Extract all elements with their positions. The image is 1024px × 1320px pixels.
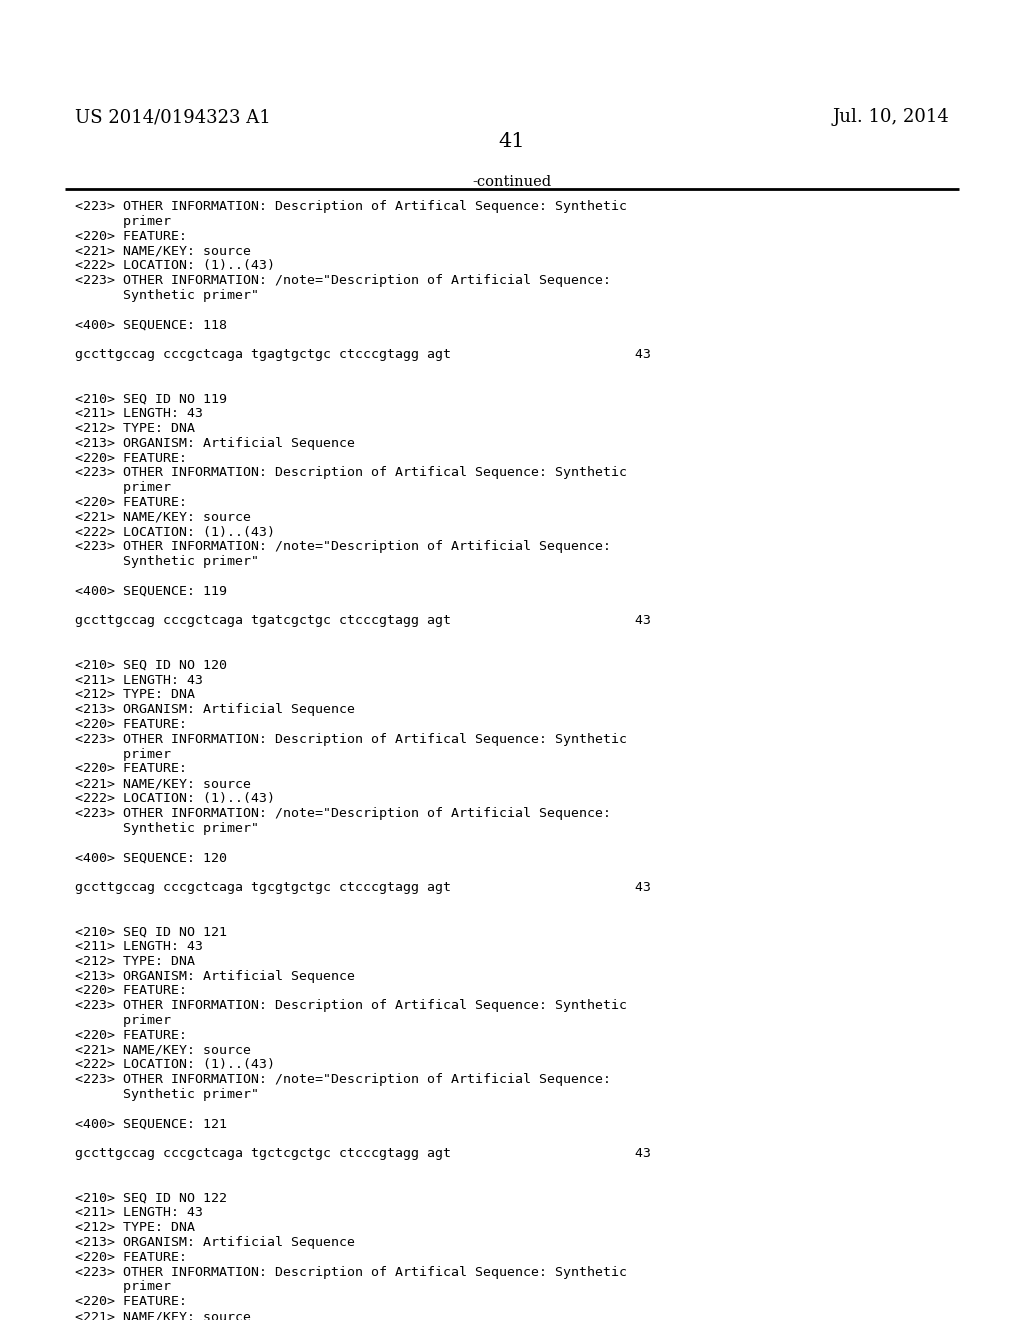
- Text: Synthetic primer": Synthetic primer": [75, 1088, 259, 1101]
- Text: <213> ORGANISM: Artificial Sequence: <213> ORGANISM: Artificial Sequence: [75, 970, 355, 982]
- Text: <221> NAME/KEY: source: <221> NAME/KEY: source: [75, 1309, 251, 1320]
- Text: 41: 41: [499, 132, 525, 150]
- Text: Synthetic primer": Synthetic primer": [75, 821, 259, 834]
- Text: <212> TYPE: DNA: <212> TYPE: DNA: [75, 1221, 195, 1234]
- Text: <400> SEQUENCE: 121: <400> SEQUENCE: 121: [75, 1118, 227, 1131]
- Text: <223> OTHER INFORMATION: Description of Artifical Sequence: Synthetic: <223> OTHER INFORMATION: Description of …: [75, 1266, 627, 1279]
- Text: <222> LOCATION: (1)..(43): <222> LOCATION: (1)..(43): [75, 259, 275, 272]
- Text: <212> TYPE: DNA: <212> TYPE: DNA: [75, 954, 195, 968]
- Text: <211> LENGTH: 43: <211> LENGTH: 43: [75, 940, 203, 953]
- Text: <210> SEQ ID NO 119: <210> SEQ ID NO 119: [75, 392, 227, 405]
- Text: <400> SEQUENCE: 120: <400> SEQUENCE: 120: [75, 851, 227, 865]
- Text: <223> OTHER INFORMATION: /note="Description of Artificial Sequence:: <223> OTHER INFORMATION: /note="Descript…: [75, 275, 611, 286]
- Text: gccttgccag cccgctcaga tgctcgctgc ctcccgtagg agt                       43: gccttgccag cccgctcaga tgctcgctgc ctcccgt…: [75, 1147, 651, 1160]
- Text: <210> SEQ ID NO 121: <210> SEQ ID NO 121: [75, 925, 227, 939]
- Text: gccttgccag cccgctcaga tgcgtgctgc ctcccgtagg agt                       43: gccttgccag cccgctcaga tgcgtgctgc ctcccgt…: [75, 880, 651, 894]
- Text: <220> FEATURE:: <220> FEATURE:: [75, 985, 187, 998]
- Text: <221> NAME/KEY: source: <221> NAME/KEY: source: [75, 777, 251, 791]
- Text: <220> FEATURE:: <220> FEATURE:: [75, 718, 187, 731]
- Text: <222> LOCATION: (1)..(43): <222> LOCATION: (1)..(43): [75, 1059, 275, 1072]
- Text: <213> ORGANISM: Artificial Sequence: <213> ORGANISM: Artificial Sequence: [75, 1236, 355, 1249]
- Text: <220> FEATURE:: <220> FEATURE:: [75, 763, 187, 775]
- Text: <400> SEQUENCE: 118: <400> SEQUENCE: 118: [75, 318, 227, 331]
- Text: <220> FEATURE:: <220> FEATURE:: [75, 1295, 187, 1308]
- Text: <223> OTHER INFORMATION: Description of Artifical Sequence: Synthetic: <223> OTHER INFORMATION: Description of …: [75, 999, 627, 1012]
- Text: US 2014/0194323 A1: US 2014/0194323 A1: [75, 108, 270, 125]
- Text: <212> TYPE: DNA: <212> TYPE: DNA: [75, 689, 195, 701]
- Text: Synthetic primer": Synthetic primer": [75, 289, 259, 302]
- Text: primer: primer: [75, 215, 171, 228]
- Text: <210> SEQ ID NO 120: <210> SEQ ID NO 120: [75, 659, 227, 672]
- Text: <213> ORGANISM: Artificial Sequence: <213> ORGANISM: Artificial Sequence: [75, 437, 355, 450]
- Text: primer: primer: [75, 1014, 171, 1027]
- Text: <222> LOCATION: (1)..(43): <222> LOCATION: (1)..(43): [75, 525, 275, 539]
- Text: Synthetic primer": Synthetic primer": [75, 556, 259, 568]
- Text: <220> FEATURE:: <220> FEATURE:: [75, 451, 187, 465]
- Text: <213> ORGANISM: Artificial Sequence: <213> ORGANISM: Artificial Sequence: [75, 704, 355, 717]
- Text: <220> FEATURE:: <220> FEATURE:: [75, 1251, 187, 1263]
- Text: <223> OTHER INFORMATION: /note="Description of Artificial Sequence:: <223> OTHER INFORMATION: /note="Descript…: [75, 540, 611, 553]
- Text: <221> NAME/KEY: source: <221> NAME/KEY: source: [75, 1044, 251, 1056]
- Text: <223> OTHER INFORMATION: Description of Artifical Sequence: Synthetic: <223> OTHER INFORMATION: Description of …: [75, 466, 627, 479]
- Text: primer: primer: [75, 747, 171, 760]
- Text: <223> OTHER INFORMATION: /note="Description of Artificial Sequence:: <223> OTHER INFORMATION: /note="Descript…: [75, 1073, 611, 1086]
- Text: <400> SEQUENCE: 119: <400> SEQUENCE: 119: [75, 585, 227, 598]
- Text: <220> FEATURE:: <220> FEATURE:: [75, 230, 187, 243]
- Text: <221> NAME/KEY: source: <221> NAME/KEY: source: [75, 511, 251, 524]
- Text: gccttgccag cccgctcaga tgagtgctgc ctcccgtagg agt                       43: gccttgccag cccgctcaga tgagtgctgc ctcccgt…: [75, 348, 651, 360]
- Text: <223> OTHER INFORMATION: Description of Artifical Sequence: Synthetic: <223> OTHER INFORMATION: Description of …: [75, 201, 627, 213]
- Text: primer: primer: [75, 1280, 171, 1294]
- Text: <223> OTHER INFORMATION: Description of Artifical Sequence: Synthetic: <223> OTHER INFORMATION: Description of …: [75, 733, 627, 746]
- Text: <211> LENGTH: 43: <211> LENGTH: 43: [75, 1206, 203, 1220]
- Text: Jul. 10, 2014: Jul. 10, 2014: [833, 108, 949, 125]
- Text: <220> FEATURE:: <220> FEATURE:: [75, 496, 187, 510]
- Text: <210> SEQ ID NO 122: <210> SEQ ID NO 122: [75, 1192, 227, 1205]
- Text: <221> NAME/KEY: source: <221> NAME/KEY: source: [75, 244, 251, 257]
- Text: <212> TYPE: DNA: <212> TYPE: DNA: [75, 422, 195, 436]
- Text: <211> LENGTH: 43: <211> LENGTH: 43: [75, 673, 203, 686]
- Text: -continued: -continued: [472, 176, 552, 189]
- Text: gccttgccag cccgctcaga tgatcgctgc ctcccgtagg agt                       43: gccttgccag cccgctcaga tgatcgctgc ctcccgt…: [75, 614, 651, 627]
- Text: <220> FEATURE:: <220> FEATURE:: [75, 1028, 187, 1041]
- Text: <223> OTHER INFORMATION: /note="Description of Artificial Sequence:: <223> OTHER INFORMATION: /note="Descript…: [75, 807, 611, 820]
- Text: <211> LENGTH: 43: <211> LENGTH: 43: [75, 407, 203, 420]
- Text: primer: primer: [75, 482, 171, 494]
- Text: <222> LOCATION: (1)..(43): <222> LOCATION: (1)..(43): [75, 792, 275, 805]
